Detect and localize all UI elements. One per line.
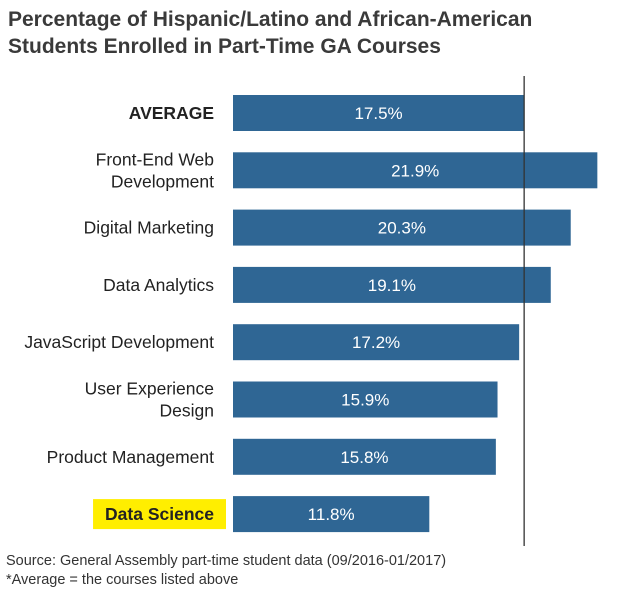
value-label-0: 17.5% [354, 104, 402, 123]
bar-7 [233, 496, 430, 533]
chart-title-line-2: Students Enrolled in Part-Time GA Course… [8, 35, 441, 58]
bar-chart: 17.5% AVERAGE 21.9% Front-End Web Developmen… [24, 76, 598, 546]
category-label-0: AVERAGE [129, 103, 214, 123]
bar-3 [233, 266, 551, 303]
bar-4 [233, 324, 520, 361]
bar-2 [233, 209, 571, 246]
average-footnote: *Average = the courses listed above [6, 572, 239, 588]
bar-6 [233, 438, 496, 475]
bar-5 [233, 381, 498, 418]
value-label-7: 11.8% [308, 505, 355, 524]
bar-0 [233, 95, 525, 131]
category-label-3: Data Analytics [103, 275, 214, 295]
category-label-5: User Experience Design [85, 379, 214, 421]
bar-1 [233, 152, 598, 189]
category-label-4: JavaScript Development [24, 332, 214, 352]
chart-title: Percentage of Hispanic/Latino and Africa… [8, 6, 628, 60]
value-label-6: 15.8% [340, 448, 388, 467]
source-note: Source: General Assembly part-time stude… [6, 553, 447, 569]
value-label-4: 17.2% [352, 333, 400, 352]
category-label-2: Digital Marketing [84, 218, 214, 238]
category-label-1: Front-End Web Development [96, 149, 214, 191]
value-label-3: 19.1% [368, 276, 416, 295]
category-label-7: Data Science [105, 504, 214, 524]
value-label-2: 20.3% [378, 219, 426, 238]
category-label-6: Product Management [47, 447, 214, 467]
value-label-5: 15.9% [341, 391, 389, 410]
category-highlight-7 [93, 499, 226, 530]
chart-title-line-1: Percentage of Hispanic/Latino and Africa… [8, 8, 533, 31]
chart-footer: Source: General Assembly part-time stude… [6, 552, 446, 590]
value-label-1: 21.9% [391, 161, 439, 180]
